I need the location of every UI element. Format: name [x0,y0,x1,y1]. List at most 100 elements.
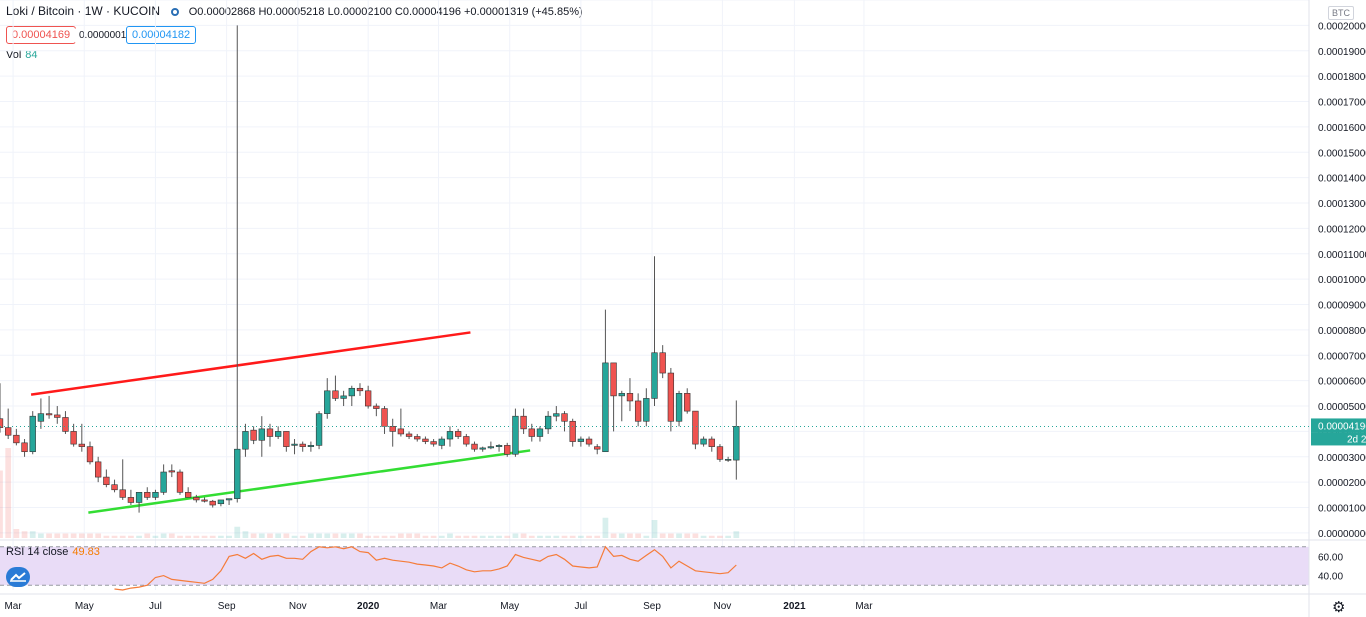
x-tick-label: 2020 [357,601,380,612]
candle-body [446,431,454,440]
volume-bar [226,535,232,538]
candle-body [54,414,61,418]
eye-icon[interactable] [171,7,180,16]
candle-body [135,492,143,503]
volume-bar [463,535,470,538]
volume-bar [643,535,650,538]
candle-body [340,395,347,399]
candle-body [291,443,298,446]
candle-body [29,415,36,453]
candle-body [561,413,568,422]
volume-bar [234,526,241,538]
candle-body [389,426,396,432]
candle-body [103,476,110,486]
y-tick-label: 0.00009000 [1318,301,1366,312]
symbol-legend[interactable]: Loki / Bitcoin · 1W · KUCOIN O0.00002868… [6,4,583,18]
x-tick-label: Nov [289,601,307,612]
volume-bar [160,533,167,538]
volume-bar [471,535,478,538]
candle-body [45,413,53,416]
x-tick-label: May [500,601,519,612]
candle-body [21,442,28,453]
volume-bar [365,535,372,538]
candle-body [610,362,617,397]
symbol-exchange: KUCOIN [113,4,161,18]
candle-body [299,443,306,447]
candle-body [544,415,552,430]
candle-body [70,431,77,445]
volume-bar [29,531,36,538]
volume-bar [218,535,224,538]
candle-body [520,415,527,430]
candle-body [225,498,233,501]
candle-body [528,428,535,437]
candle-body [144,492,151,498]
volume-bar [62,533,69,538]
candle-body [283,431,290,447]
candle-body [324,390,331,414]
y-tick-label: 0.00007000 [1318,351,1366,362]
gear-icon[interactable]: ⚙ [1332,599,1346,616]
volume-bar [316,533,322,538]
candle-body [62,417,69,432]
volume-bar [659,533,666,538]
spread-value: 0.00000013 [74,28,137,43]
volume-bar [586,535,592,538]
rsi-tick-label: 60.00 [1318,552,1343,563]
candle-body [201,499,208,502]
tradingview-logo-icon[interactable] [6,567,30,587]
candle-body [5,427,12,436]
candle-body [512,415,519,455]
symbol-name: Loki / Bitcoin [6,4,75,18]
volume-bar [651,520,658,538]
candle-body [692,410,699,445]
volume-bar [152,535,159,538]
volume-bar [528,535,535,538]
trendline-lower [88,449,531,514]
candle-body [708,438,715,447]
volume-bar [332,533,339,538]
x-tick-label: May [75,601,94,612]
candle-body [667,372,675,422]
candle-body [152,492,159,498]
volume-legend[interactable]: Vol 84 [6,49,38,61]
candle-body [37,413,45,422]
symbol-interval: 1W [84,4,103,18]
volume-bar [504,535,511,538]
candle-body [332,390,339,399]
candle-body [315,413,323,446]
volume-value: 84 [25,49,38,61]
volume-label: Vol [6,49,22,61]
candle-body [209,500,216,506]
candle-body [0,418,4,428]
volume-bar [209,535,216,538]
candle-body [438,438,445,446]
ask-price-box[interactable]: 0.00004182 [126,26,197,44]
volume-bar [414,533,421,538]
volume-bar [177,535,183,538]
y-tick-label: 0.00015000 [1318,148,1366,159]
volume-bar [13,529,20,538]
volume-bar [667,533,674,538]
volume-bar [373,535,380,538]
candle-body [111,484,118,491]
candle-body [463,436,470,445]
rsi-legend[interactable]: RSI 14 close 49.83 [6,546,100,558]
y-tick-label: 0.00014000 [1318,174,1366,185]
volume-bar [275,533,282,538]
x-tick-label: Mar [855,601,873,612]
bid-price-box[interactable]: 0.00004169 [6,26,77,44]
y-tick-label: 0.00016000 [1318,123,1366,134]
volume-bar [193,535,200,538]
volume-bar [111,535,118,538]
volume-bar [291,535,298,538]
volume-bar [725,535,731,538]
y-tick-label: 0.00005000 [1318,402,1366,413]
volume-bar [708,535,715,538]
candle-body [348,387,355,397]
volume-bar [308,533,314,538]
candle-body [675,393,683,422]
x-tick-label: 2021 [783,601,806,612]
volume-bar [422,535,429,538]
